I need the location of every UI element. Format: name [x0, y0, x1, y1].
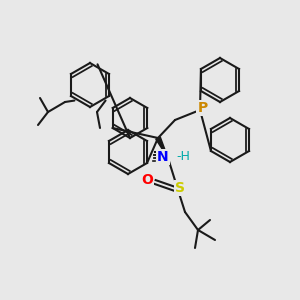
Polygon shape: [156, 137, 168, 158]
Text: S: S: [175, 181, 185, 195]
Text: O: O: [141, 173, 153, 187]
Text: P: P: [198, 101, 208, 115]
Text: N: N: [157, 150, 169, 164]
Text: -H: -H: [176, 151, 190, 164]
